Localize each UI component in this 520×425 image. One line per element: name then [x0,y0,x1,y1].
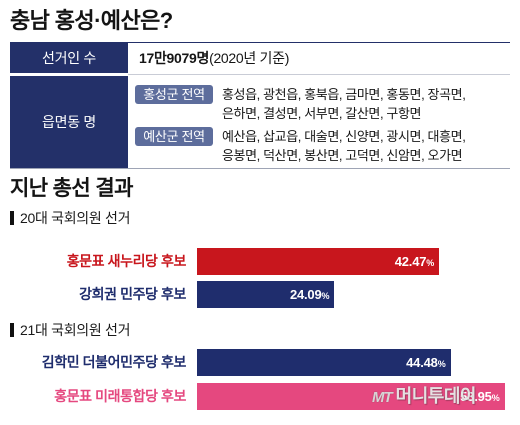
bar-value-number: 44.48 [406,355,438,370]
chart-heading-20th: 20대 국회의원 선거 [10,210,230,226]
bar-label-21st-kim-hakmin: 김학민 더불어민주당 후보 [41,354,187,370]
watermark-name: 머니투데이 [395,386,477,406]
percent-sign: % [437,359,446,369]
bar-value-21st-kim-hakmin: 44.48% [406,349,446,376]
result-row-21st-kim-hakmin: 김학민 더불어민주당 후보 44.48% [0,349,520,376]
district-list-hongseong: 홍성읍, 광천읍, 홍북읍, 금마면, 홍동면, 장곡면, 은하면, 결성면, … [222,85,508,123]
bar-value-number: 53.95 [460,389,492,404]
result-row-21st-hong-munpyo: 홍문표 미래통합당 후보 53.95% [0,383,520,410]
bar-value-21st-hong-munpyo: 53.95% [460,383,500,410]
district-list-line: 은하면, 결성면, 서부면, 갈산면, 구항면 [222,106,422,121]
voters-basis-note: (2020년 기준) [209,50,290,66]
bar-label-21st-hong-munpyo: 홍문표 미래통합당 후보 [54,388,186,404]
bar-value-20th-kang-heegwon: 24.09% [289,281,330,308]
chart-title-20th: 20대 국회의원 선거 [20,210,131,226]
districts-header-cell: 읍면동 명 [10,76,128,168]
percent-sign: % [491,393,500,403]
result-row-20th-hong-munpyo: 홍문표 새누리당 후보 42.47% [0,248,520,275]
bar-value-number: 42.47 [394,254,427,269]
district-list-line: 홍성읍, 광천읍, 홍북읍, 금마면, 홍동면, 장곡면, [222,87,466,102]
chart-title-21st: 21대 국회의원 선거 [20,322,131,338]
percent-sign: % [426,258,435,268]
district-list-yesan: 예산읍, 삽교읍, 대술면, 신양면, 광시면, 대흥면, 응봉면, 덕산면, … [222,127,508,165]
bar-value-number: 24.09 [289,287,322,302]
results-section-title: 지난 총선 결과 [10,177,133,200]
bar-value-20th-hong-munpyo: 42.47% [394,248,435,275]
table-top-rule [10,42,510,43]
bar-label-20th-kang-heegwon: 강희권 민주당 후보 [79,286,186,302]
district-list-line: 예산읍, 삽교읍, 대술면, 신양면, 광시면, 대흥면, [222,129,466,144]
district-tag-hongseong: 홍성군 전역 [135,85,213,104]
bar-label-20th-hong-munpyo: 홍문표 새누리당 후보 [66,253,187,269]
table-bottom-rule [10,168,510,169]
district-tag-yesan: 예산군 전역 [135,127,213,146]
section-marker [10,211,14,225]
bar-20th-kang-heegwon: 24.09% [197,281,335,308]
percent-sign: % [321,291,330,301]
voters-count: 17만9079명 [139,50,210,66]
bar-21st-kim-hakmin: 44.48% [197,349,451,376]
page-title: 충남 홍성·예산은? [10,8,173,33]
district-list-line: 응봉면, 덕산면, 봉산면, 고덕면, 신암면, 오가면 [222,148,463,163]
result-row-20th-kang-heegwon: 강희권 민주당 후보 24.09% [0,281,520,308]
row-divider [128,74,510,75]
chart-heading-21st: 21대 국회의원 선거 [10,322,230,338]
watermark-mark: MT [372,389,393,406]
district-info-table: 선거인 수 17만9079명(2020년 기준) 읍면동 명 홍성군 전역 홍성… [10,42,510,169]
section-marker [10,323,14,337]
voters-value-cell: 17만9079명(2020년 기준) [128,43,510,73]
voters-header-cell: 선거인 수 [10,43,128,73]
watermark-logo: MT 머니투데이 [372,383,476,410]
bar-20th-hong-munpyo: 42.47% [197,248,440,275]
bar-21st-hong-munpyo: 53.95% [197,383,505,410]
